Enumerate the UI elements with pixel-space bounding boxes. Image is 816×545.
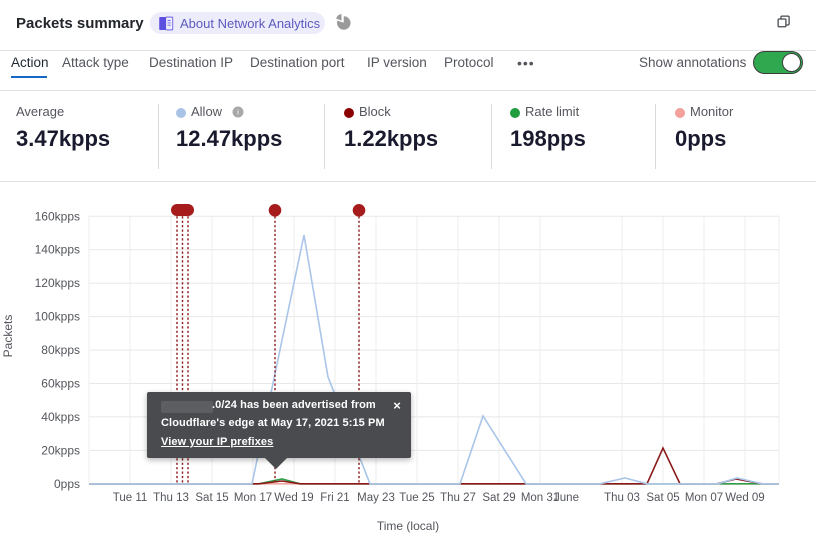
svg-text:Thu 03: Thu 03 [604, 492, 640, 504]
svg-text:80kpps: 80kpps [41, 343, 80, 357]
svg-text:100kpps: 100kpps [35, 310, 80, 324]
svg-text:Mon 07: Mon 07 [685, 492, 723, 504]
svg-text:Tue 11: Tue 11 [113, 492, 148, 504]
svg-text:120kpps: 120kpps [35, 276, 80, 290]
svg-text:Thu 13: Thu 13 [153, 492, 189, 504]
svg-text:140kpps: 140kpps [35, 243, 80, 257]
svg-text:May 23: May 23 [357, 492, 395, 504]
svg-text:40kpps: 40kpps [41, 410, 80, 424]
svg-text:Fri 21: Fri 21 [320, 492, 349, 504]
svg-text:Wed 09: Wed 09 [725, 492, 764, 504]
svg-text:June: June [554, 492, 579, 504]
svg-text:Sat 05: Sat 05 [646, 492, 679, 504]
svg-text:Packets: Packets [1, 315, 15, 358]
svg-text:0pps: 0pps [54, 477, 80, 491]
svg-text:160kpps: 160kpps [35, 209, 80, 223]
svg-text:Thu 27: Thu 27 [440, 492, 476, 504]
svg-text:60kpps: 60kpps [41, 377, 80, 391]
svg-text:Sat 15: Sat 15 [195, 492, 228, 504]
svg-text:Wed 19: Wed 19 [274, 492, 313, 504]
svg-text:Mon 17: Mon 17 [234, 492, 272, 504]
svg-text:20kpps: 20kpps [41, 443, 80, 457]
svg-text:Tue 25: Tue 25 [399, 492, 434, 504]
svg-text:Sat 29: Sat 29 [482, 492, 515, 504]
